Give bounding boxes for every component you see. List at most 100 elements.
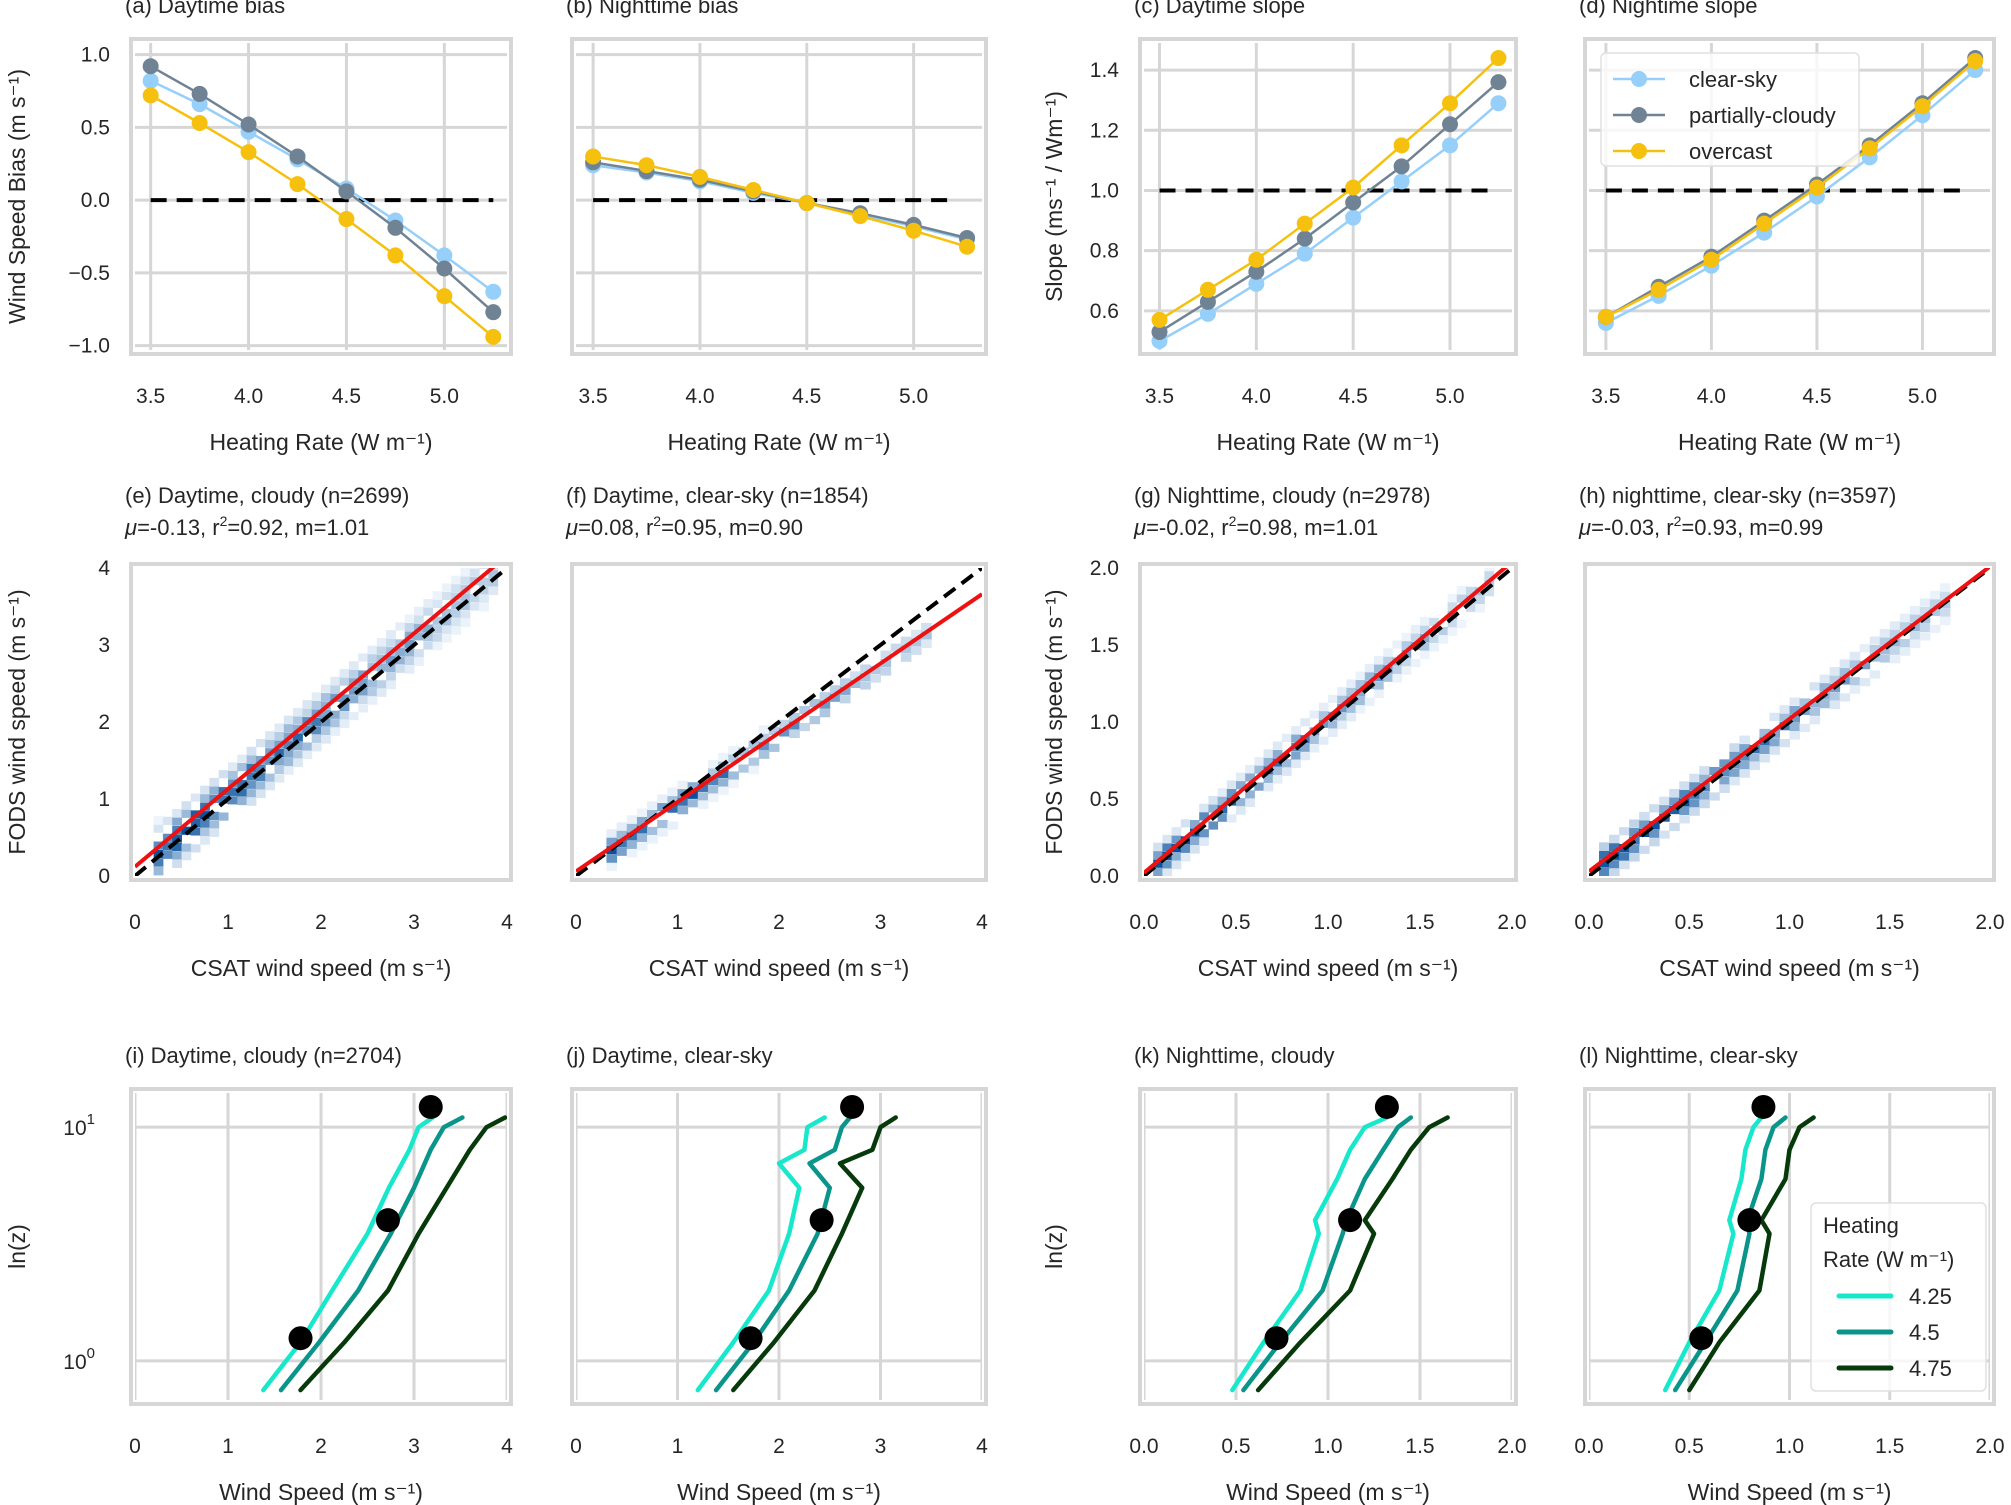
panel-title: (d) Nightime slope <box>1579 0 1758 18</box>
density-cell <box>1401 632 1412 641</box>
density-cell <box>1809 707 1821 716</box>
density-cell <box>283 758 294 767</box>
legend-title: Heating <box>1823 1213 1899 1238</box>
density-cell <box>1199 837 1209 846</box>
mu-value: =0.08, r <box>578 515 653 540</box>
density-cell <box>860 664 871 673</box>
density-cell <box>1799 723 1811 732</box>
density-cell <box>330 710 341 719</box>
density-cell <box>1346 704 1357 713</box>
density-cell <box>677 780 689 789</box>
density-cell <box>469 568 480 569</box>
data-point-overcast <box>905 222 922 239</box>
data-point-overcast <box>1393 137 1410 154</box>
x-tick-label: 0 <box>570 1435 582 1458</box>
plot-area <box>1144 43 1512 350</box>
x-tick-label: 3 <box>408 911 420 934</box>
density-cell <box>758 742 770 751</box>
density-cell <box>395 622 406 631</box>
density-cell <box>162 816 173 825</box>
x-tick-label: 0.5 <box>1675 911 1704 934</box>
x-tick-label: 3.5 <box>1591 385 1620 408</box>
density-cell <box>1849 651 1861 660</box>
density-cell <box>1799 698 1811 707</box>
y-tick-exponent: 1 <box>87 1111 95 1128</box>
x-axis-label: Wind Speed (m s⁻¹) <box>1226 1479 1430 1505</box>
density-cell <box>870 674 881 683</box>
density-cell <box>283 724 294 733</box>
density-cell <box>1629 853 1640 862</box>
density-cell <box>228 787 238 796</box>
density-cell <box>311 726 322 735</box>
plot-area <box>1589 1093 1990 1400</box>
density-cell <box>1401 658 1412 667</box>
density-cell <box>890 643 902 652</box>
y-tick-label: 3 <box>98 634 110 657</box>
density-cell <box>432 633 443 642</box>
density-cell <box>1466 595 1476 604</box>
density-cell <box>1699 791 1710 800</box>
density-cell <box>1475 587 1485 596</box>
legend-heating-rate: Heating Rate (W m⁻¹) 4.25 4.5 4.75 <box>1810 1202 1987 1392</box>
y-axis-label: Slope (ms⁻¹ / Wm⁻¹) <box>1041 91 1067 302</box>
density-cell <box>1669 805 1680 815</box>
density-cell <box>386 672 396 681</box>
density-cell <box>1669 788 1680 798</box>
density-cell <box>626 815 638 824</box>
x-tick-label: 4.5 <box>1339 385 1368 408</box>
density-cell <box>1355 705 1366 714</box>
axes-frame <box>129 37 513 356</box>
density-cell <box>718 752 729 762</box>
legend-label: clear-sky <box>1689 67 1777 92</box>
density-cell <box>606 837 618 846</box>
density-cell <box>799 705 810 715</box>
density-cell <box>1466 586 1476 595</box>
profile-line-4-25 <box>1662 1115 1764 1393</box>
data-point-partially-cloudy <box>387 219 404 236</box>
y-tick-label: 101 <box>63 1111 95 1140</box>
density-cell <box>479 586 489 595</box>
density-cell <box>386 630 396 639</box>
density-cell <box>880 659 892 668</box>
x-tick-label: 2 <box>315 911 327 934</box>
regression-line <box>1144 568 1508 875</box>
measurement-marker <box>288 1326 313 1351</box>
density-cell <box>1208 795 1219 805</box>
density-cell <box>348 669 359 678</box>
density-cell <box>283 741 294 750</box>
density-cell <box>293 733 303 742</box>
density-cell <box>677 797 689 806</box>
y-tick-label: 0.5 <box>1090 788 1119 811</box>
density-cell <box>1254 765 1265 774</box>
density-cell <box>1208 804 1219 813</box>
density-cell <box>1401 641 1412 650</box>
density-cell <box>274 723 285 732</box>
density-cell <box>255 789 266 799</box>
density-cell <box>1171 827 1182 836</box>
density-cell <box>1889 646 1901 655</box>
x-axis-label: Heating Rate (W m⁻¹) <box>1216 429 1439 455</box>
density-cell <box>1475 595 1485 605</box>
density-cell <box>1282 767 1292 776</box>
density-cell <box>647 835 658 844</box>
y-tick-label: 1.2 <box>1090 119 1119 142</box>
y-tick-label: 0.6 <box>1090 300 1119 323</box>
density-cell <box>1171 844 1182 853</box>
density-cell <box>1245 773 1255 782</box>
density-cell <box>367 696 378 705</box>
density-cell <box>910 646 922 655</box>
y-tick-label: 0.0 <box>81 189 110 212</box>
axes-frame <box>570 37 988 356</box>
x-tick-label: 3 <box>875 1435 887 1458</box>
density-cell <box>479 568 489 570</box>
density-cell <box>1447 602 1458 611</box>
y-tick-label: 100 <box>63 1345 95 1374</box>
density-cell <box>395 664 406 673</box>
density-cell <box>647 809 658 819</box>
x-tick-label: 2.0 <box>1975 1435 2004 1458</box>
density-cell <box>414 657 424 666</box>
density-cell <box>153 816 164 825</box>
density-cell <box>1609 843 1620 852</box>
density-cell <box>1300 752 1311 761</box>
